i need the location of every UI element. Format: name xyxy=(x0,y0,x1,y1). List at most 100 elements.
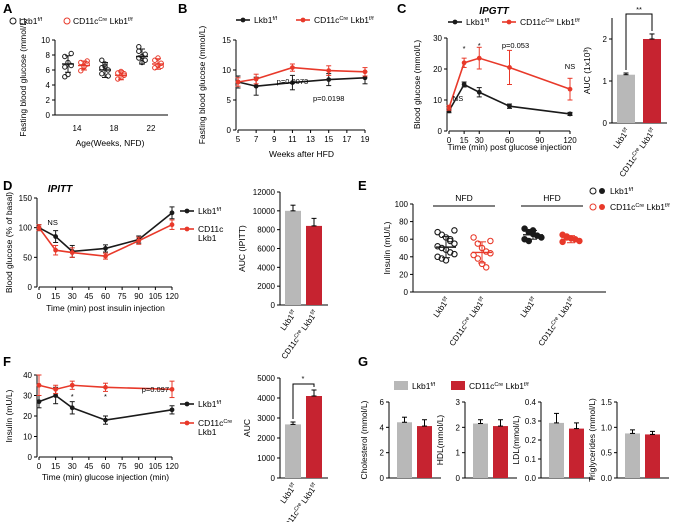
lkb1ff-point xyxy=(103,417,108,423)
y-tick-label: 0.5 xyxy=(601,449,613,458)
x-tick-label: 5 xyxy=(236,135,241,144)
cd11c-cre-point xyxy=(567,86,573,92)
dot-NFD Lkb1f/f xyxy=(451,240,458,247)
lkb1ff-point xyxy=(326,77,332,82)
bar-error xyxy=(311,217,317,227)
x-tick-label: 11 xyxy=(288,135,297,144)
bar xyxy=(397,422,412,478)
y-tick-label: 12000 xyxy=(253,188,276,197)
cd11c-cre-point xyxy=(235,79,241,85)
p-value: p=0.053 xyxy=(502,41,529,50)
y-tick-label: 8 xyxy=(46,51,51,60)
g-legend-ko: CD11cCre Lkb1f/f xyxy=(469,381,529,391)
lkb1ff-point xyxy=(169,407,175,413)
y-tick-label: 6 xyxy=(380,398,385,407)
dot-NFD CD11cCre Lkb1f/f xyxy=(482,264,490,271)
bar-error xyxy=(574,422,579,430)
bar-error xyxy=(649,33,655,40)
sd-bar xyxy=(139,48,145,65)
group-label-nfd: NFD xyxy=(455,193,472,203)
cd11c-cre-point xyxy=(69,382,75,388)
y-tick-label: 5000 xyxy=(257,374,275,383)
sd-bar xyxy=(118,70,124,81)
bar xyxy=(569,428,584,478)
y-axis-label: Insulin (mU/L) xyxy=(382,221,392,274)
y-tick-label: 0.3 xyxy=(525,417,537,426)
y-tick-label: 0.0 xyxy=(601,474,613,483)
p-value: p=0.0198 xyxy=(313,94,345,103)
dot-CD11cCre Lkb1f/f xyxy=(152,65,158,71)
bar xyxy=(643,39,661,123)
y-tick-label: 0 xyxy=(404,288,409,297)
x-tick-label: 30 xyxy=(68,462,77,471)
y-tick-label: 100 xyxy=(19,224,33,233)
panel-label-A: A xyxy=(3,1,13,16)
dot-HFD CD11cCre Lkb1f/f xyxy=(559,238,566,246)
y-axis-label: Fasting blood glucose (mmol/L) xyxy=(18,18,28,137)
significance-stars: * xyxy=(302,374,305,383)
y-tick-label: 30 xyxy=(23,392,32,401)
e-legend-wt: Lkb1f/f xyxy=(610,186,633,196)
dot-HFD Lkb1f/f xyxy=(521,225,528,232)
dot-Lkb1f/f xyxy=(105,73,111,79)
x-axis-label: Weeks after HFD xyxy=(269,149,334,159)
lkb1ff-point xyxy=(567,111,573,117)
panel-title: IPGTT xyxy=(479,6,509,17)
x-tick-label: 9 xyxy=(272,135,277,144)
significance-stars: ** xyxy=(636,5,642,14)
dot-Lkb1f/f xyxy=(142,51,148,57)
legend-label-ko: CD11cCre Lkb1f/f xyxy=(73,16,133,26)
sd-bar xyxy=(65,55,71,73)
y-tick-label: 3 xyxy=(456,398,461,407)
dot-Lkb1f/f xyxy=(62,64,68,70)
sd-bar xyxy=(102,62,108,78)
x-tick-label: 15 xyxy=(460,136,469,145)
b-wt-legend-marker xyxy=(240,17,246,23)
y-tick-label: 0 xyxy=(227,126,232,135)
y-axis-label: Blood glucose (% of basal) xyxy=(4,192,14,293)
x-tick-label: 60 xyxy=(101,292,110,301)
cd11c-cre-point xyxy=(253,76,259,82)
d-ko-legend-label-2: Lkb1 xyxy=(198,233,217,243)
lkb1ff-point xyxy=(53,234,59,239)
x-tick-label: 0 xyxy=(37,292,42,301)
lkb1ff-line xyxy=(38,212,173,253)
y-tick-label: 1 xyxy=(603,77,608,86)
dot-NFD Lkb1f/f xyxy=(451,250,458,258)
y-tick-label: 10 xyxy=(433,96,442,105)
y-tick-label: 0 xyxy=(28,283,33,292)
sig-star: * xyxy=(71,392,74,401)
d-ko-legend-label: CD11c xyxy=(198,224,224,234)
dot-HFD Lkb1f/f xyxy=(538,234,545,241)
p-value: p=0.097 xyxy=(142,385,169,394)
x-tick-label: 120 xyxy=(165,462,179,471)
x-axis-label: Time (min) post insulin injection xyxy=(46,303,165,313)
ns-label: NS xyxy=(453,94,463,103)
y-tick-label: 2 xyxy=(380,449,385,458)
cd11c-lkb1-line xyxy=(38,223,173,257)
lkb1ff-point xyxy=(103,246,108,251)
bar xyxy=(493,426,508,478)
b-ko-legend-marker xyxy=(300,17,306,23)
x-tick-label: 45 xyxy=(84,292,93,301)
bar-error xyxy=(311,389,317,397)
x-tick-label: 90 xyxy=(134,462,143,471)
x-tick-label: 60 xyxy=(101,462,110,471)
sd-bar xyxy=(81,60,87,71)
dot-NFD CD11cCre Lkb1f/f xyxy=(474,240,482,247)
cd11c-cre-point xyxy=(169,386,175,392)
sig-star: * xyxy=(463,44,466,53)
y-tick-label: 0.1 xyxy=(525,455,537,464)
y-tick-label: 8000 xyxy=(257,226,275,235)
lkb1ff-point xyxy=(476,89,482,95)
sig-star: * xyxy=(478,41,481,50)
cd11c-lkb1-point xyxy=(53,247,59,253)
x-tick-label: 0 xyxy=(37,462,42,471)
y-tick-label: 2000 xyxy=(257,434,275,443)
cd11c-cre-point xyxy=(53,386,59,392)
x-category-label: Lkb1f/f xyxy=(279,482,299,506)
bar-error xyxy=(422,419,427,427)
x-tick-label: 30 xyxy=(475,136,484,145)
y-tick-label: 0 xyxy=(28,453,33,462)
y-tick-label: 0.4 xyxy=(525,398,537,407)
